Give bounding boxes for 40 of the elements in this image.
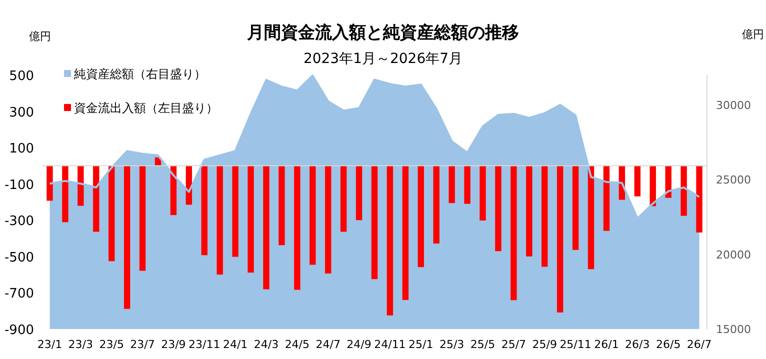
y2-tick-label: 15000: [716, 323, 751, 336]
x-tick-label: 24/11: [374, 338, 406, 351]
x-tick-label: 25/3: [439, 338, 464, 351]
x-tick-label: 23/1: [37, 338, 62, 351]
y-tick-label: -500: [4, 250, 34, 266]
y-tick-label: -100: [4, 178, 34, 193]
x-tick-label: 23/7: [130, 338, 155, 351]
x-tick-label: 25/1: [408, 338, 434, 351]
chart-title: 月間資金流入額と純資産総額の推移: [246, 23, 519, 43]
y-tick-label: 300: [9, 105, 34, 120]
x-tick-label: 25/7: [501, 338, 526, 351]
x-tick-label: 23/9: [161, 338, 186, 351]
x-tick-label: 26/7: [686, 338, 712, 351]
y-tick-label: 500: [9, 69, 34, 84]
x-tick-label: 23/3: [68, 338, 94, 351]
x-tick-label: 26/5: [656, 338, 681, 351]
y-tick-label: -300: [4, 214, 34, 230]
y2-tick-label: 30000: [716, 98, 751, 112]
legend-label: 純資産総額（右目盛り）: [74, 67, 206, 81]
x-tick-label: 25/9: [532, 338, 557, 351]
x-tick-label: 25/5: [470, 338, 496, 351]
y2-tick-label: 20000: [716, 248, 751, 262]
y-axis-title: 億円: [29, 30, 51, 43]
legend-label: 資金流出入額（左目盛り）: [74, 101, 218, 115]
x-tick-label: 26/3: [625, 338, 650, 351]
y-tick-label: -700: [4, 286, 34, 302]
x-tick-label: 26/1: [594, 338, 619, 351]
y2-axis-title: 億円: [742, 28, 764, 41]
x-tick-label: 24/5: [284, 338, 310, 351]
x-tick-label: 23/5: [99, 338, 124, 351]
y-tick-label: -900: [4, 323, 34, 338]
x-tick-label: 24/3: [254, 338, 279, 351]
chart-subtitle: 2023年1月～2026年7月: [303, 51, 463, 67]
x-tick-label: 25/11: [560, 338, 592, 351]
x-tick-label: 24/1: [222, 338, 248, 351]
x-tick-label: 23/11: [188, 338, 220, 351]
x-tick-label: 24/7: [316, 338, 340, 351]
y-tick-label: 100: [9, 142, 34, 157]
x-tick-label: 24/9: [346, 338, 372, 351]
y2-tick-label: 25000: [716, 174, 751, 187]
